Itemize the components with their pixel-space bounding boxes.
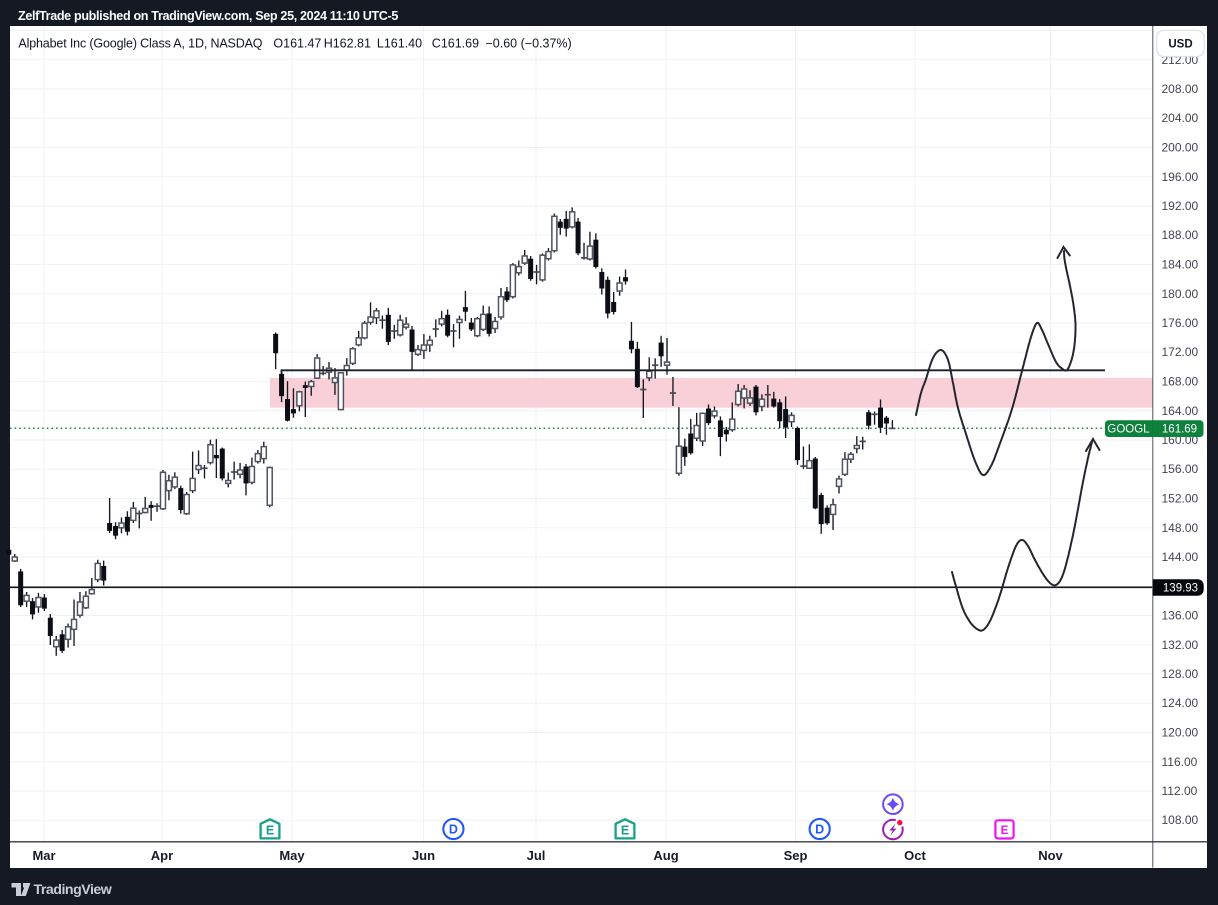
- svg-text:161.69: 161.69: [1162, 424, 1197, 436]
- svg-text:172.00: 172.00: [1162, 345, 1199, 359]
- svg-text:120.00: 120.00: [1162, 726, 1199, 740]
- svg-text:Nov: Nov: [1038, 848, 1063, 863]
- svg-text:TradingView: TradingView: [34, 882, 113, 898]
- svg-text:GOOGL: GOOGL: [1107, 424, 1150, 436]
- svg-text:132.00: 132.00: [1162, 638, 1199, 652]
- svg-text:192.00: 192.00: [1162, 199, 1199, 213]
- svg-text:144.00: 144.00: [1162, 550, 1199, 564]
- svg-text:152.00: 152.00: [1162, 492, 1199, 506]
- svg-text:Apr: Apr: [151, 848, 173, 863]
- svg-text:148.00: 148.00: [1162, 521, 1199, 535]
- svg-text:H162.81: H162.81: [324, 37, 371, 51]
- svg-text:E: E: [266, 823, 274, 837]
- svg-text:200.00: 200.00: [1162, 141, 1199, 155]
- svg-text:156.00: 156.00: [1162, 462, 1199, 476]
- svg-text:128.00: 128.00: [1162, 667, 1199, 681]
- svg-text:164.00: 164.00: [1162, 404, 1199, 418]
- svg-text:Jul: Jul: [527, 848, 546, 863]
- svg-text:168.00: 168.00: [1162, 375, 1199, 389]
- svg-text:139.93: 139.93: [1163, 583, 1198, 595]
- svg-text:D: D: [449, 823, 458, 837]
- svg-text:May: May: [279, 848, 305, 863]
- svg-text:112.00: 112.00: [1162, 784, 1198, 798]
- svg-text:L161.40: L161.40: [377, 37, 422, 51]
- svg-text:−0.60 (−0.37%): −0.60 (−0.37%): [486, 37, 572, 51]
- svg-text:Jun: Jun: [412, 848, 435, 863]
- svg-text:E: E: [1001, 825, 1009, 837]
- svg-text:208.00: 208.00: [1162, 82, 1199, 96]
- svg-text:ZelfTrade published on Trading: ZelfTrade published on TradingView.com, …: [18, 9, 398, 23]
- svg-text:D: D: [815, 823, 824, 837]
- svg-text:O161.47: O161.47: [273, 37, 321, 51]
- svg-text:Sep: Sep: [784, 848, 808, 863]
- svg-text:C161.69: C161.69: [432, 37, 479, 51]
- svg-text:196.00: 196.00: [1162, 170, 1199, 184]
- svg-text:Mar: Mar: [32, 848, 55, 863]
- svg-text:204.00: 204.00: [1162, 111, 1199, 125]
- svg-text:176.00: 176.00: [1162, 316, 1199, 330]
- svg-text:188.00: 188.00: [1162, 228, 1199, 242]
- svg-text:Aug: Aug: [653, 848, 678, 863]
- svg-text:USD: USD: [1168, 39, 1192, 51]
- svg-text:136.00: 136.00: [1162, 609, 1199, 623]
- svg-text:108.00: 108.00: [1162, 813, 1199, 827]
- svg-text:E: E: [621, 823, 629, 837]
- svg-text:Alphabet Inc (Google) Class A,: Alphabet Inc (Google) Class A, 1D, NASDA…: [18, 37, 262, 51]
- svg-text:184.00: 184.00: [1162, 258, 1199, 272]
- svg-text:Oct: Oct: [904, 848, 926, 863]
- svg-text:124.00: 124.00: [1162, 696, 1199, 710]
- svg-text:116.00: 116.00: [1162, 755, 1198, 769]
- svg-text:180.00: 180.00: [1162, 287, 1199, 301]
